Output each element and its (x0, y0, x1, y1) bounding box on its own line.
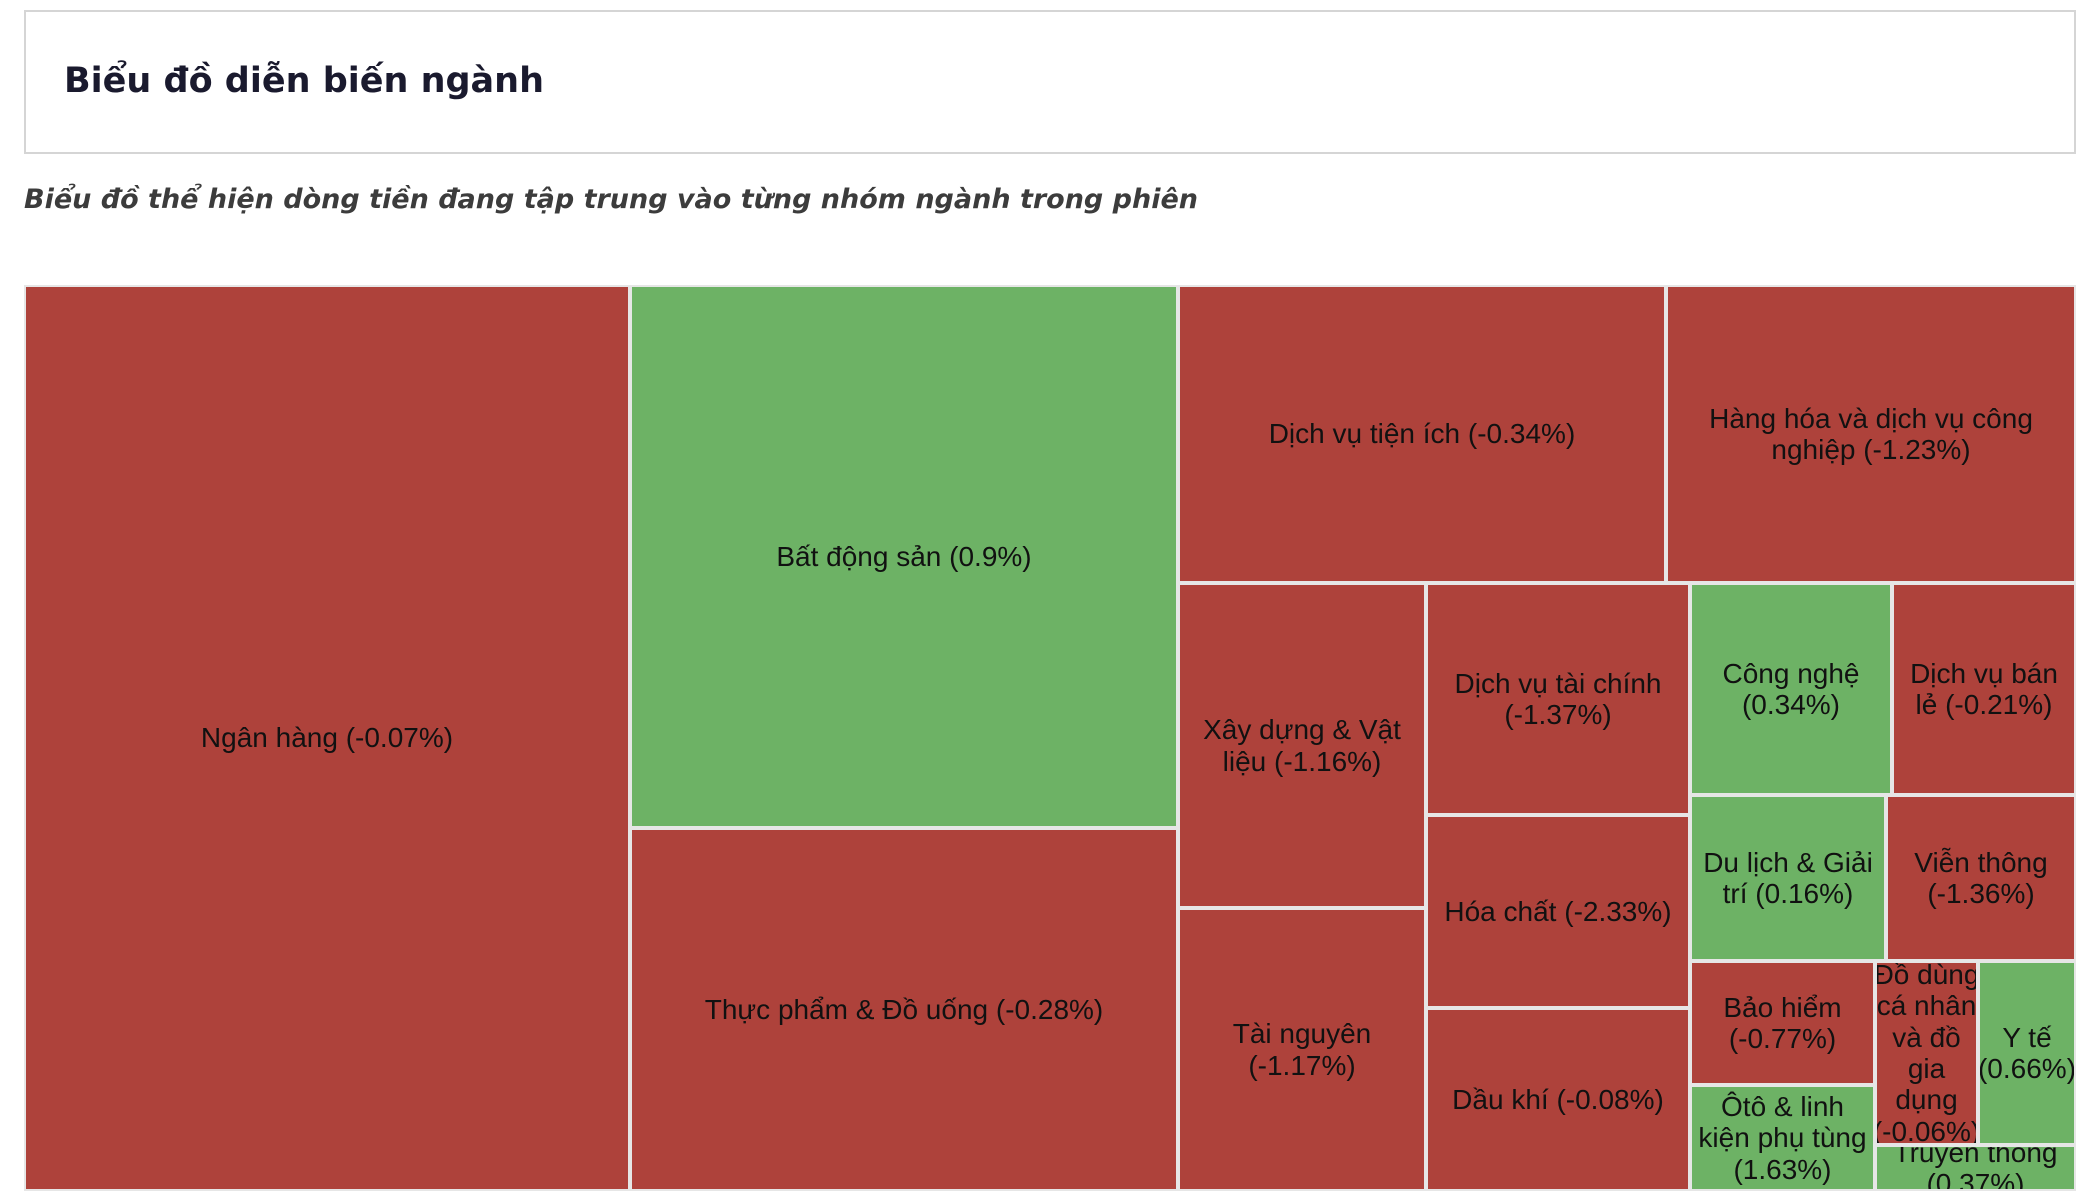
treemap-cell-label: Ôtô & linh kiện phụ tùng (1.63%) (1698, 1090, 1867, 1185)
page-title: Biểu đồ diễn biến ngành (64, 61, 545, 101)
treemap-cell-bao-hiem[interactable]: Bảo hiểm (-0.77%) (1690, 961, 1875, 1085)
treemap-cell-label: Đồ dùng cá nhân và đồ gia dụng (-0.06%) (1875, 961, 1978, 1145)
treemap-cell-du-lich-giai-tri[interactable]: Du lịch & Giải trí (0.16%) (1690, 795, 1886, 961)
treemap-cell-bat-dong-san[interactable]: Bất động sản (0.9%) (630, 285, 1178, 828)
treemap-cell-label: Xây dựng & Vật liệu (-1.16%) (1203, 714, 1401, 777)
chart-subtitle: Biểu đồ thể hiện dòng tiền đang tập trun… (24, 184, 1198, 215)
treemap-cell-ngan-hang[interactable]: Ngân hàng (-0.07%) (24, 285, 630, 1191)
chart-header: Biểu đồ diễn biến ngành (24, 10, 2076, 154)
treemap-cell-tai-nguyen[interactable]: Tài nguyên (-1.17%) (1178, 908, 1426, 1191)
treemap-cell-label: Bất động sản (0.9%) (776, 540, 1032, 572)
treemap-cell-label: Thực phẩm & Đồ uống (-0.28%) (704, 993, 1104, 1025)
treemap-cell-label: Ngân hàng (-0.07%) (200, 722, 454, 754)
treemap-cell-label: Hóa chất (-2.33%) (1444, 895, 1672, 927)
treemap-cell-label: Dịch vụ tiện ích (-0.34%) (1268, 418, 1576, 450)
treemap-cell-label: Hàng hóa và dịch vụ công nghiệp (-1.23%) (1709, 402, 2033, 465)
treemap-cell-label: Truyền thông (0.37%) (1893, 1145, 2058, 1191)
treemap-cell-label: Y tế (0.66%) (1978, 1021, 2076, 1084)
treemap-cell-label: Dịch vụ tài chính (-1.37%) (1454, 667, 1662, 730)
treemap-cell-hang-hoa-va-dich-vu-cong-nghiep[interactable]: Hàng hóa và dịch vụ công nghiệp (-1.23%) (1666, 285, 2076, 583)
treemap-cell-vien-thong[interactable]: Viễn thông (-1.36%) (1886, 795, 2076, 961)
treemap-cell-label: Dịch vụ bán lẻ (-0.21%) (1910, 657, 2058, 720)
treemap-cell-label: Dầu khí (-0.08%) (1452, 1083, 1664, 1115)
treemap-cell-hoa-chat[interactable]: Hóa chất (-2.33%) (1426, 815, 1690, 1008)
treemap-cell-do-dung-ca-nhan-va-do-gia-dung[interactable]: Đồ dùng cá nhân và đồ gia dụng (-0.06%) (1875, 961, 1978, 1145)
treemap-cell-label: Bảo hiểm (-0.77%) (1723, 991, 1842, 1054)
treemap-cell-label: Viễn thông (-1.36%) (1914, 846, 2048, 909)
treemap-cell-dich-vu-ban-le[interactable]: Dịch vụ bán lẻ (-0.21%) (1892, 583, 2076, 795)
treemap-cell-oto-linh-kien-phu-tung[interactable]: Ôtô & linh kiện phụ tùng (1.63%) (1690, 1085, 1875, 1191)
sector-treemap: Ngân hàng (-0.07%) Bất động sản (0.9%) Thự… (24, 285, 2076, 1191)
treemap-cell-thuc-pham-do-uong[interactable]: Thực phẩm & Đồ uống (-0.28%) (630, 828, 1178, 1191)
treemap-cell-y-te[interactable]: Y tế (0.66%) (1978, 961, 2076, 1145)
treemap-cell-label: Tài nguyên (-1.17%) (1232, 1018, 1372, 1081)
treemap-cell-dich-vu-tien-ich[interactable]: Dịch vụ tiện ích (-0.34%) (1178, 285, 1666, 583)
treemap-cell-cong-nghe[interactable]: Công nghệ (0.34%) (1690, 583, 1892, 795)
treemap-cell-xay-dung-vat-lieu[interactable]: Xây dựng & Vật liệu (-1.16%) (1178, 583, 1426, 908)
treemap-cell-label: Du lịch & Giải trí (0.16%) (1703, 846, 1873, 909)
treemap-cell-label: Công nghệ (0.34%) (1722, 657, 1860, 720)
treemap-cell-dau-khi[interactable]: Dầu khí (-0.08%) (1426, 1008, 1690, 1191)
treemap-cell-dich-vu-tai-chinh[interactable]: Dịch vụ tài chính (-1.37%) (1426, 583, 1690, 815)
treemap-cell-truyen-thong[interactable]: Truyền thông (0.37%) (1875, 1145, 2076, 1191)
